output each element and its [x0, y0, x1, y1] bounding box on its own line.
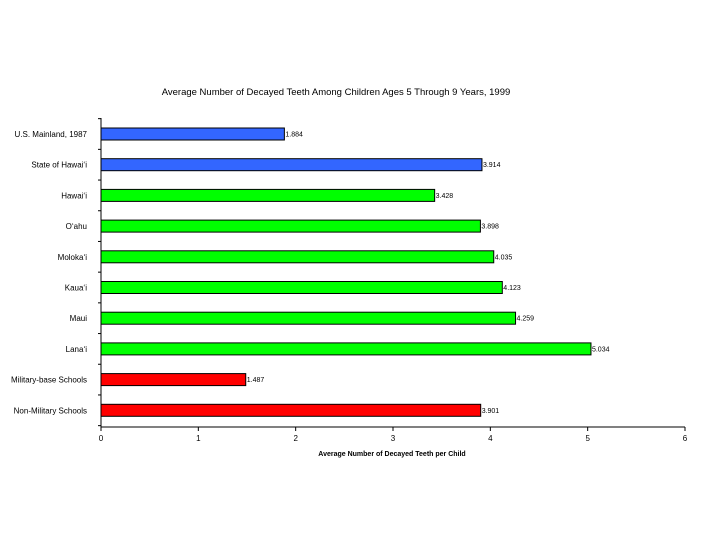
bar	[100, 311, 517, 325]
bar	[100, 127, 285, 141]
x-tick-label: 0	[99, 434, 104, 443]
bar	[100, 158, 483, 172]
data-label: 3.901	[482, 408, 500, 415]
bar	[100, 250, 495, 264]
x-tick-label: 6	[683, 434, 688, 443]
category-label: Kaua‘i	[65, 284, 87, 293]
category-label: State of Hawai‘i	[31, 161, 87, 170]
bar	[100, 403, 482, 417]
chart-title: Average Number of Decayed Teeth Among Ch…	[162, 87, 511, 98]
data-label: 3.428	[436, 193, 454, 200]
x-tick-label: 4	[488, 434, 493, 443]
plot-area: 0 1 2 3 4 5 6 U.S. Mainland, 1987 1.884 State of …	[11, 118, 688, 443]
category-label: Lana‘i	[66, 345, 88, 354]
bar	[100, 281, 503, 294]
x-tick-label: 3	[391, 434, 396, 443]
x-axis-label: Average Number of Decayed Teeth per Chil…	[318, 451, 465, 458]
x-tick-label: 1	[196, 434, 201, 443]
x-tick-label: 5	[585, 434, 590, 443]
data-label: 5.034	[592, 346, 610, 353]
data-label: 4.035	[495, 254, 513, 261]
data-label: 3.914	[483, 162, 501, 169]
data-label: 4.259	[517, 316, 535, 323]
data-label: 1.884	[285, 132, 303, 139]
bar	[100, 373, 247, 387]
category-label: Military-base Schools	[11, 376, 87, 385]
data-label: 4.123	[503, 285, 521, 292]
bar	[100, 219, 481, 233]
bar	[100, 342, 592, 356]
data-label: 1.487	[247, 377, 265, 384]
category-label: Non-Military Schools	[14, 406, 87, 415]
category-label: Moloka‘i	[58, 253, 88, 262]
data-label: 3.898	[481, 224, 499, 231]
category-label: Maui	[70, 314, 88, 323]
category-label: O‘ahu	[66, 222, 87, 231]
category-label: U.S. Mainland, 1987	[15, 130, 88, 139]
bar	[100, 188, 436, 202]
x-tick-label: 2	[293, 434, 298, 443]
category-label: Hawai‘i	[61, 191, 87, 200]
